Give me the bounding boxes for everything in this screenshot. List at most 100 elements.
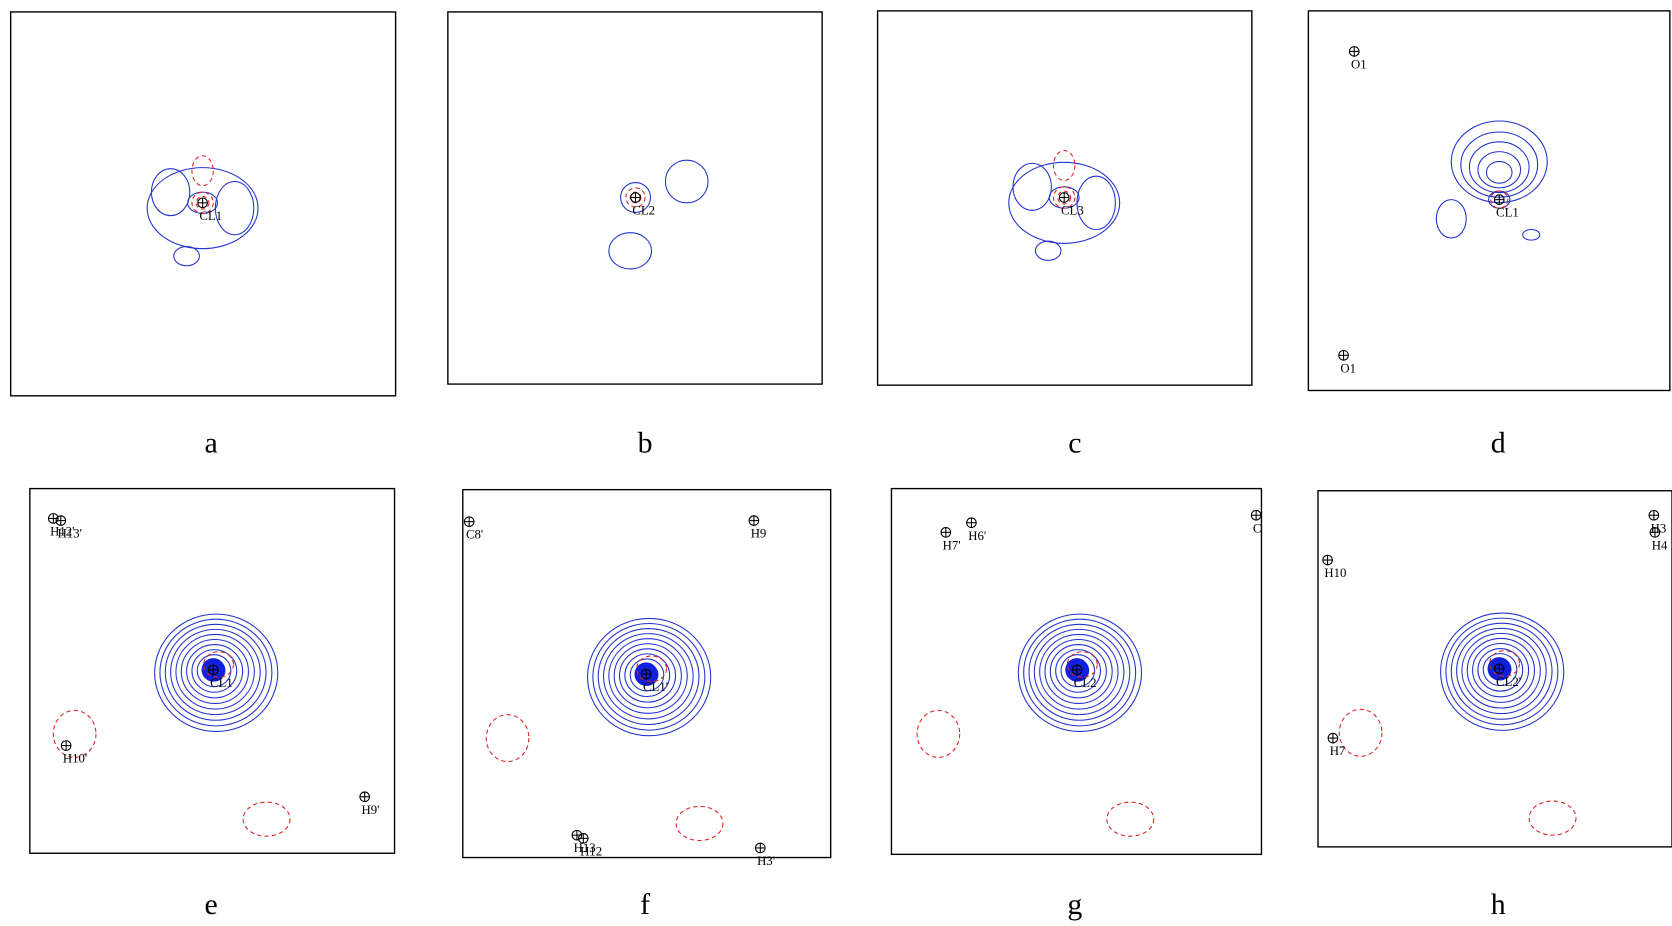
positive-contour: [1049, 644, 1107, 699]
panel-label: h: [1491, 888, 1506, 921]
positive-contour: [620, 182, 651, 213]
positive-contour: [175, 633, 255, 710]
panel-frame: [9, 11, 397, 397]
atom-label: CL3: [1061, 204, 1084, 218]
panel: d O1 CL1 O1: [1307, 10, 1671, 459]
atom-label: CL2: [632, 204, 655, 218]
positive-contour: [214, 180, 255, 236]
panel-frame: [1307, 10, 1671, 392]
panel-label: g: [1067, 888, 1082, 921]
positive-contour: [1044, 638, 1113, 704]
negative-contour: [1052, 150, 1076, 181]
negative-contour: [195, 195, 210, 210]
positive-contour: [619, 648, 677, 703]
positive-contour: [159, 618, 273, 727]
contours: [52, 613, 291, 837]
negative-contour: [1052, 186, 1076, 209]
atom-label: H9: [751, 527, 767, 541]
negative-contour: [916, 709, 961, 758]
negative-contour: [191, 155, 214, 187]
positive-contour: [196, 654, 232, 688]
negative-contour: [636, 655, 667, 683]
atom-label: CL1: [1496, 206, 1519, 220]
negative-contour: [675, 805, 724, 842]
atom-label: C8': [466, 528, 483, 542]
negative-contour: [1528, 800, 1577, 836]
panel: c CL3: [876, 10, 1253, 459]
panel-frame: [876, 10, 1253, 386]
negative-contour: [625, 187, 646, 208]
positive-contour: [1456, 627, 1547, 715]
negative-contour: [203, 651, 235, 678]
atom-label: H6': [968, 529, 986, 543]
positive-contour: [1060, 654, 1096, 688]
atom-label: CL2': [1496, 675, 1521, 689]
panel-label: f: [640, 888, 650, 921]
negative-contour: [1490, 190, 1509, 209]
panel-frame: [890, 487, 1263, 856]
positive-contour: [1468, 141, 1530, 194]
positive-contour: [608, 232, 653, 270]
positive-contour: [1039, 633, 1119, 710]
positive-contour: [180, 638, 249, 704]
contours: [1008, 150, 1121, 261]
negative-contour: [52, 709, 97, 758]
positive-contour: [1482, 653, 1518, 687]
atom-label: CL1: [210, 676, 233, 690]
atom-label: H13: [574, 841, 596, 855]
positive-contour: [1435, 199, 1467, 239]
positive-contour: [170, 628, 261, 716]
contours: [1435, 120, 1548, 241]
negative-contour: [191, 191, 214, 215]
positive-contour: [629, 658, 665, 692]
positive-contour: [191, 649, 238, 693]
positive-contour: [1034, 240, 1062, 261]
positive-contour: [613, 643, 682, 709]
atom-label: H12: [580, 844, 602, 858]
negative-contour: [1066, 651, 1098, 678]
panel-label: e: [205, 888, 218, 921]
positive-contour: [624, 653, 671, 698]
positive-contour: [1440, 612, 1565, 731]
positive-contour: [664, 159, 709, 204]
positive-contour: [186, 644, 244, 699]
atom-label: H7': [943, 538, 961, 552]
positive-contour: [608, 638, 688, 714]
atom-label: H4: [1652, 538, 1668, 552]
panel-label: b: [638, 426, 653, 459]
positive-contour: [603, 633, 694, 720]
positive-contour: [154, 613, 279, 732]
positive-contour: [1033, 628, 1125, 716]
positive-contour: [1017, 613, 1143, 732]
atom-label: O1: [1351, 57, 1367, 71]
positive-contour: [150, 168, 191, 217]
contours: [608, 159, 709, 270]
negative-contour: [1338, 708, 1383, 757]
panel-label: d: [1491, 426, 1506, 459]
positive-contour: [1055, 649, 1101, 693]
positive-contour: [1445, 617, 1559, 726]
positive-contour: [164, 623, 267, 721]
negative-contour: [485, 714, 530, 763]
positive-contour: [1008, 161, 1121, 244]
positive-contour: [1076, 175, 1116, 231]
atom-label: C: [1253, 521, 1262, 535]
panel-frame: [29, 487, 396, 854]
positive-contour: [592, 622, 706, 731]
contours: [916, 613, 1155, 837]
positive-contour: [597, 628, 700, 726]
atom-label: H7: [1330, 744, 1346, 758]
atom-label: H13': [58, 527, 82, 541]
positive-contour: [1522, 228, 1541, 241]
atom-label: CL1': [643, 680, 668, 694]
positive-contour: [173, 246, 200, 267]
positive-contour: [1477, 151, 1522, 189]
panel-label: c: [1068, 426, 1081, 459]
positive-contour: [1466, 637, 1535, 703]
negative-contour: [1106, 801, 1155, 837]
negative-contour: [242, 801, 291, 837]
positive-contour: [1477, 648, 1524, 692]
contours: [1338, 612, 1577, 836]
